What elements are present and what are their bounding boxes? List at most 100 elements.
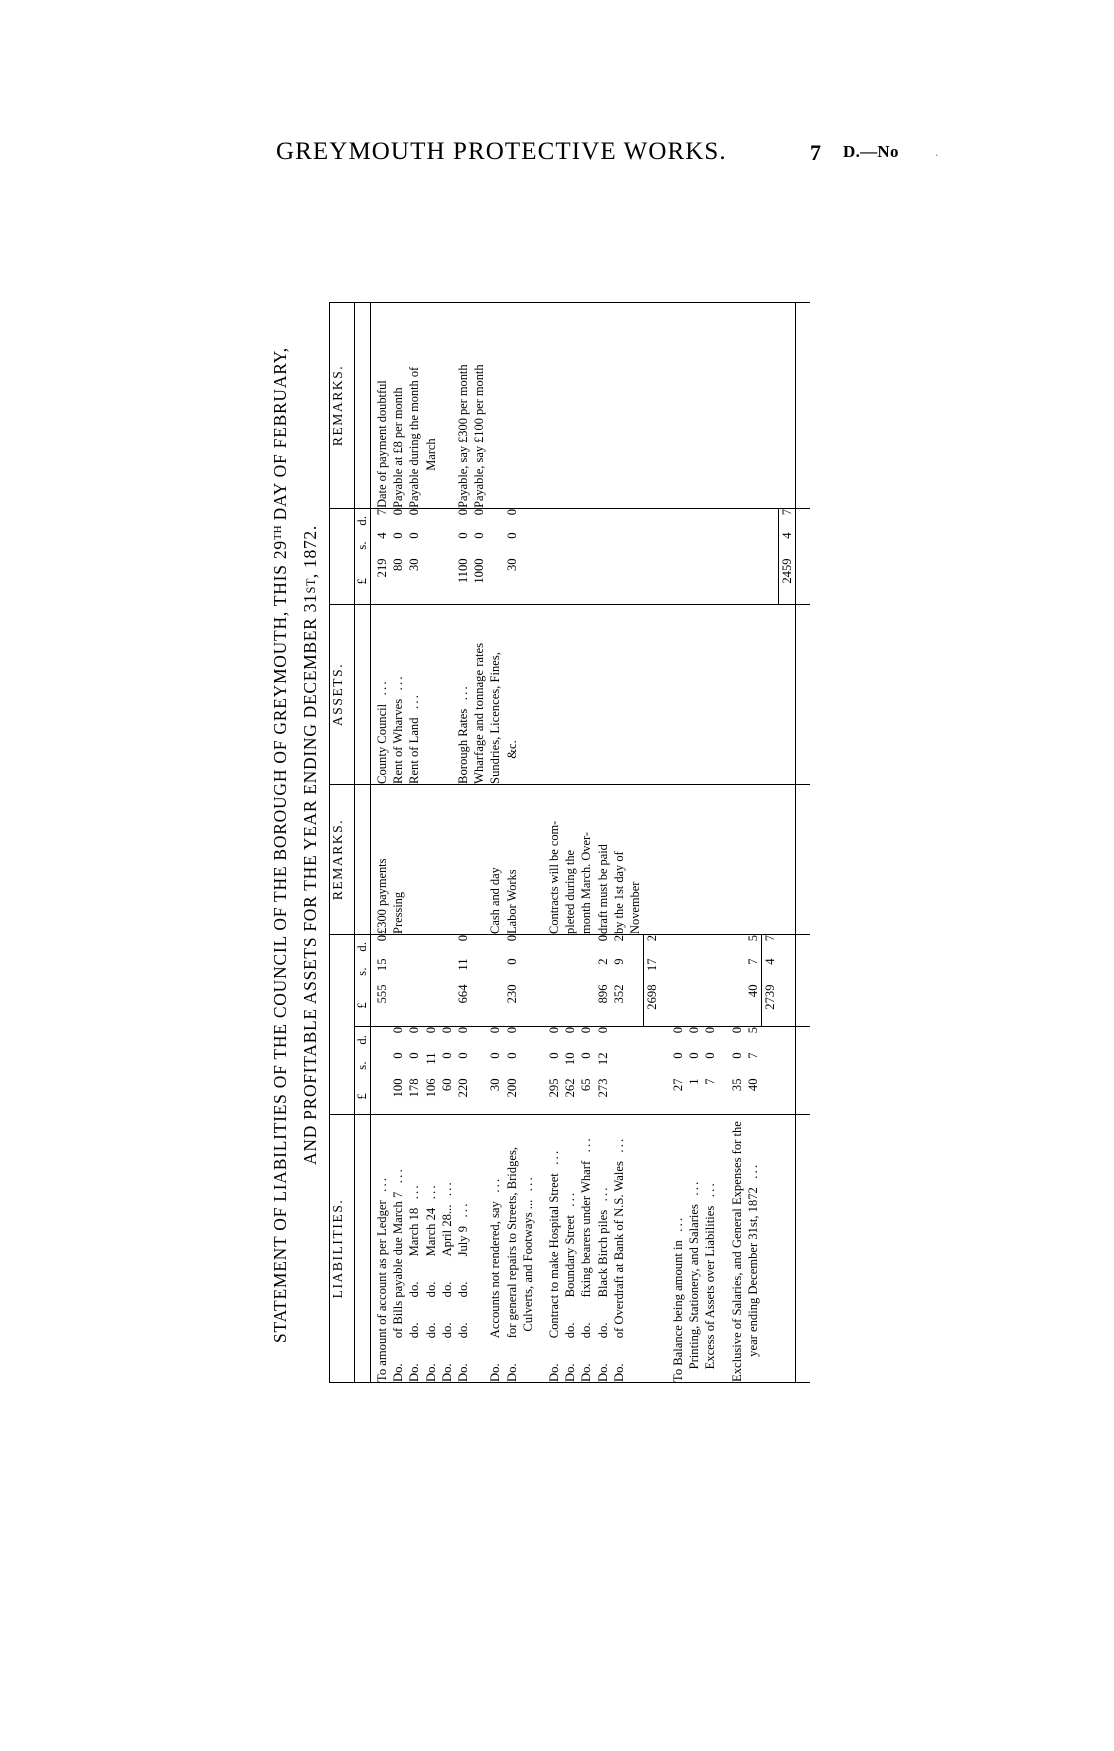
liability-detail-pounds: 178 <box>406 1078 423 1115</box>
table-row: Do. of Overdraft at Bank of N.S. Wales .… <box>610 302 628 1383</box>
heading-1-part-b: DAY OF FEBRUARY, <box>269 347 290 526</box>
page-header: GREYMOUTH PROTECTIVE WORKS. 7 D.—No . <box>0 138 1114 178</box>
foot-rem-right <box>795 302 810 509</box>
asset-description <box>519 604 537 785</box>
remark-right <box>728 302 745 509</box>
liability-spacer <box>778 1114 796 1383</box>
leader-dots: ... <box>407 1183 422 1208</box>
heading-1-superscript: TH <box>272 525 284 541</box>
leader-dots: ... <box>611 1136 626 1162</box>
table-row: To amount of account as per Ledger ... 55… <box>374 302 391 1383</box>
asset-description <box>669 604 687 785</box>
remark-right <box>643 302 660 509</box>
asset-description <box>718 604 729 785</box>
asset-pence <box>536 508 546 532</box>
remark-left <box>519 784 537 935</box>
page-title: GREYMOUTH PROTECTIVE WORKS. <box>276 138 727 165</box>
asset-pence <box>423 508 439 532</box>
foot-liabt-s <box>795 958 810 985</box>
liability-detail-pounds <box>659 1078 670 1115</box>
column-header-remarks-right: REMARKS. <box>329 302 355 509</box>
liability-total-pence <box>520 934 536 958</box>
liability-description: Do. do. do. March 18 ... <box>406 1114 423 1383</box>
liability-total-pence: 5 <box>745 934 760 942</box>
liability-detail-pence <box>611 1027 627 1053</box>
asset-description <box>562 604 579 785</box>
liability-total-pounds <box>519 984 537 1027</box>
remark-left <box>471 784 488 935</box>
liability-detail-pounds: 273 <box>594 1078 611 1115</box>
asset-pence <box>761 508 778 532</box>
liability-total-pounds <box>422 984 439 1027</box>
liability-description: Excess of Assets over Liabilities ... <box>702 1114 719 1383</box>
liability-description: Culverts, and Footways ... ... <box>519 1114 537 1383</box>
asset-pounds <box>546 558 563 605</box>
asset-pence <box>745 508 762 532</box>
table-row: Do. do. do. March 24 ... 106 11 0 March <box>422 302 439 1383</box>
asset-pounds <box>744 558 762 605</box>
liability-total-pounds <box>390 984 407 1027</box>
asset-pounds <box>536 558 547 605</box>
asset-pounds <box>728 558 745 605</box>
liability-total-pounds <box>718 984 729 1027</box>
liability-total-pounds <box>659 984 670 1027</box>
liability-total-shillings <box>520 959 536 985</box>
asset-pence <box>487 508 503 532</box>
liability-detail-pence: 0 <box>504 1027 519 1034</box>
liability-detail-pounds <box>627 1078 644 1115</box>
assets-total-pence: 7 <box>778 508 796 533</box>
remark-right <box>627 302 644 509</box>
asset-pence: 0 <box>407 508 422 516</box>
asset-pence <box>702 508 718 532</box>
foot-assets-d <box>795 508 810 533</box>
liability-detail-pounds <box>536 1078 547 1115</box>
remark-right <box>546 302 563 509</box>
asset-description: Rent of Land ... <box>406 604 423 785</box>
liability-detail-pence: 0 <box>423 1027 438 1034</box>
liability-total-pounds <box>578 984 595 1027</box>
liability-detail-shillings <box>719 1053 729 1079</box>
asset-description-text: County Council <box>375 703 389 784</box>
liability-total-pounds <box>438 984 456 1027</box>
liability-detail-pounds <box>778 1078 796 1115</box>
liability-total-shillings: 0 <box>504 958 519 965</box>
liability-total-pence <box>702 934 718 958</box>
liability-description: Do. do. Boundary Street ... <box>562 1114 579 1383</box>
asset-pence <box>520 508 536 532</box>
liability-detail-shillings: 0 <box>488 1052 503 1059</box>
asset-description-text: Wharfage and tonnage rates <box>472 643 487 784</box>
leader-dots: ... <box>670 1215 685 1241</box>
liability-description-text: Do. do. do. March 18 <box>407 1207 422 1382</box>
table-row: Do. do. Boundary Street ... 262 10 0 pleted … <box>562 302 579 1383</box>
asset-pence <box>643 508 660 532</box>
liability-description: To Balance being amount in ... <box>669 1114 687 1383</box>
remark-left <box>536 784 547 935</box>
liability-detail-pounds: 30 <box>487 1078 504 1115</box>
liability-detail-pence: 0 <box>687 1027 702 1034</box>
liability-total-shillings: 2 <box>595 958 610 965</box>
asset-pence <box>719 508 729 532</box>
liability-description-text: Do. for general repairs to Streets, Brid… <box>504 1146 519 1382</box>
asset-pence: 0 <box>456 508 471 516</box>
asset-pounds <box>610 558 628 605</box>
liability-total-shillings <box>578 959 594 985</box>
leader-dots: ... <box>375 679 389 704</box>
asset-description: Rent of Wharves ... <box>390 604 407 785</box>
asset-pence <box>562 508 578 532</box>
liability-description: Do. for general repairs to Streets, Brid… <box>503 1114 520 1383</box>
asset-shillings <box>686 532 702 558</box>
remark-left <box>438 784 456 935</box>
liability-total-pence: 0 <box>504 934 519 942</box>
liability-description-text: Do. do. Boundary Street <box>563 1215 578 1382</box>
liability-total-pence <box>423 934 439 958</box>
column-header-liabilities: LIABILITIES. <box>329 1114 355 1383</box>
statement-table: LIABILITIES. REMARKS. ASSETS. REMARKS. £… <box>329 302 810 1383</box>
liability-description-text: Do. do. do. July 9 <box>456 1225 471 1382</box>
remark-right <box>659 302 670 509</box>
table-row: Do. do. do. March 18 ... 178 0 0 Rent of Lan… <box>406 302 423 1383</box>
liability-detail-shillings: 0 <box>456 1052 471 1059</box>
liability-total-shillings <box>406 959 422 985</box>
liability-description: Printing, Stationery, and Salaries ... <box>686 1114 703 1383</box>
remark-left <box>455 784 472 935</box>
